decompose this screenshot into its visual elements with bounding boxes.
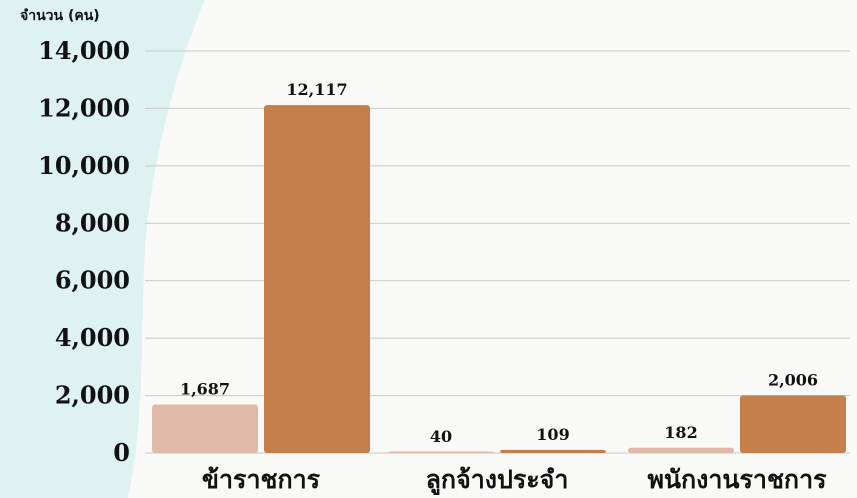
data-labels: 1,687 12,117 40 109 182 2,006 — [180, 80, 818, 446]
side-panel — [0, 0, 205, 498]
bar-series-2-3 — [740, 395, 846, 453]
x-axis-categories: ข้าราชการ ลูกจ้างประจำ พนักงานราชการ — [202, 465, 827, 496]
x-category-label: ลูกจ้างประจำ — [426, 465, 569, 496]
bar-series-1-3 — [628, 447, 734, 453]
bar-series-1-1 — [152, 404, 258, 453]
y-tick-label: 0 — [113, 438, 130, 467]
bars — [152, 105, 846, 453]
gridlines — [145, 50, 850, 454]
y-tick-label: 14,000 — [38, 36, 130, 65]
x-category-label: พนักงานราชการ — [647, 465, 827, 494]
bar-series-2-1 — [264, 105, 370, 453]
bar-series-2-2 — [500, 449, 606, 453]
data-label: 1,687 — [180, 380, 230, 399]
y-tick-label: 4,000 — [55, 323, 130, 352]
data-label: 40 — [430, 427, 452, 446]
y-axis-title: จำนวน (คน) — [20, 8, 100, 24]
data-label: 109 — [536, 425, 569, 444]
x-category-label: ข้าราชการ — [202, 465, 321, 494]
y-tick-label: 6,000 — [55, 266, 130, 295]
y-tick-label: 10,000 — [38, 151, 130, 180]
y-tick-label: 8,000 — [55, 208, 130, 237]
y-tick-label: 2,000 — [55, 381, 130, 410]
data-label: 2,006 — [768, 370, 818, 389]
bar-series-1-2 — [388, 451, 494, 453]
data-label: 12,117 — [286, 80, 347, 99]
y-tick-label: 12,000 — [38, 93, 130, 122]
data-label: 182 — [664, 423, 697, 442]
y-axis-ticks: 0 2,000 4,000 6,000 8,000 10,000 12,000 14,000 — [38, 36, 130, 467]
